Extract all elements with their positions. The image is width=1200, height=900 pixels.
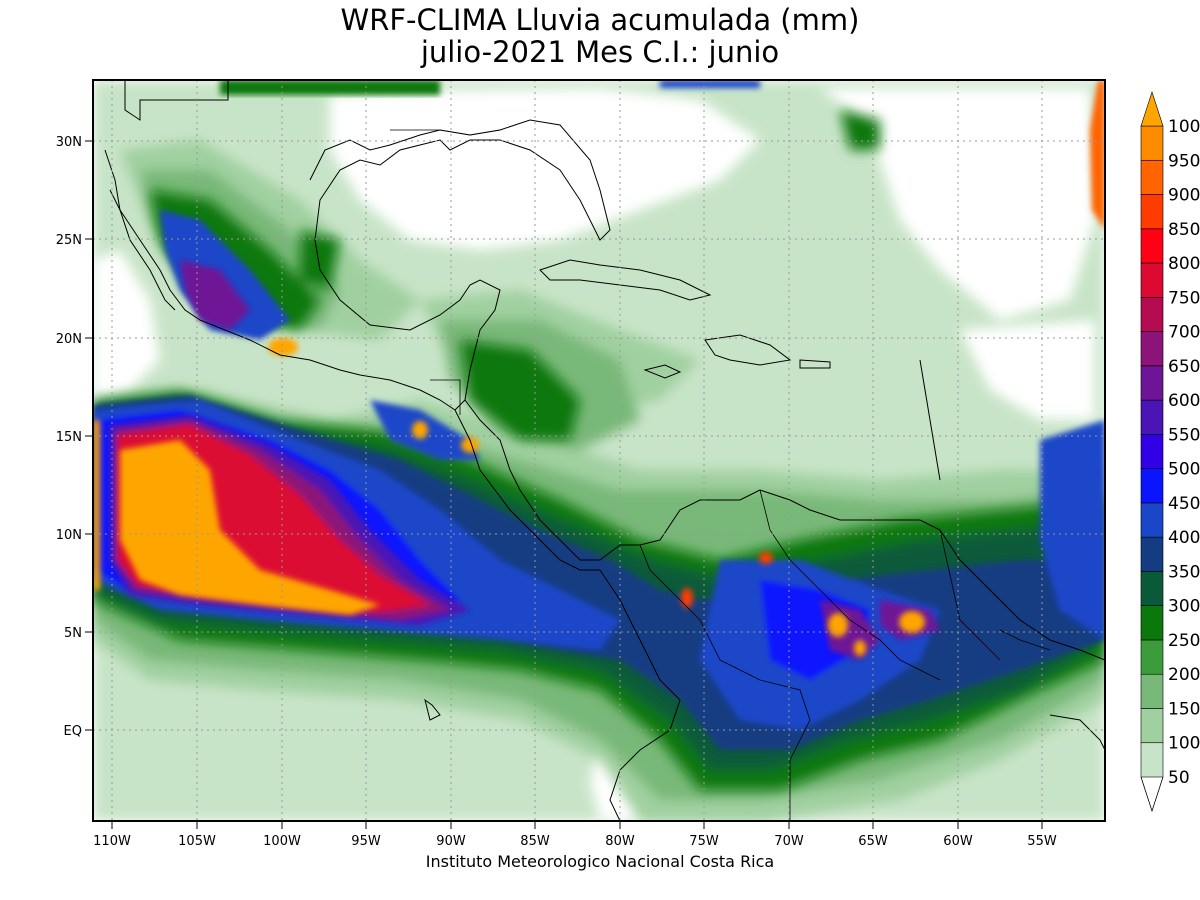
lat-tick-label: 25N xyxy=(56,233,82,248)
lon-axis: 110W 105W 100W 95W 90W 85W 80W 75W 70W 6… xyxy=(93,821,1057,849)
colorbar-label: 950 xyxy=(1168,151,1200,171)
colorbar-label: 750 xyxy=(1168,288,1200,308)
coastlines xyxy=(104,80,1105,821)
lon-tick-label: 95W xyxy=(351,834,381,849)
colorbar-label: 850 xyxy=(1168,220,1200,240)
colorbar-label: 200 xyxy=(1168,665,1200,685)
rain-north-band xyxy=(220,80,760,95)
lat-axis: 30N 25N 20N 15N 10N 5N EQ xyxy=(56,135,93,739)
colorbar-swatch xyxy=(1140,399,1164,435)
lat-tick-label: 30N xyxy=(56,135,82,150)
colorbar-label: 400 xyxy=(1168,528,1200,548)
colorbar-label: 900 xyxy=(1168,186,1200,206)
colorbar: 50 100 150 200 250 300 350 400 450 500 550 600 650 70… xyxy=(1140,91,1200,813)
colorbar-label: 450 xyxy=(1168,494,1200,514)
colorbar-swatch xyxy=(1140,125,1164,161)
lon-tick-label: 110W xyxy=(93,834,131,849)
colorbar-swatch xyxy=(1140,434,1164,469)
colorbar-label: 600 xyxy=(1168,391,1200,411)
colorbar-swatch xyxy=(1140,673,1164,709)
colorbar-label: 250 xyxy=(1168,631,1200,651)
map-frame xyxy=(92,79,1106,822)
colorbar-label: 150 xyxy=(1168,699,1200,719)
colorbar-swatch xyxy=(1140,297,1164,332)
colorbar-swatch xyxy=(1140,365,1164,401)
rain-field-1000 xyxy=(93,80,1105,656)
colorbar-swatch xyxy=(1140,605,1164,641)
lon-tick-label: 100W xyxy=(263,834,301,849)
colorbar-swatch xyxy=(1140,228,1164,264)
colorbar-label: 1000 xyxy=(1168,117,1200,137)
colorbar-swatch xyxy=(1140,571,1164,606)
colorbar-swatch xyxy=(1140,331,1164,367)
colorbar-swatch xyxy=(1140,262,1164,298)
colorbar-label: 650 xyxy=(1168,357,1200,377)
colorbar-swatch xyxy=(1140,502,1164,538)
map-grid xyxy=(93,80,1105,821)
colorbar-label: 800 xyxy=(1168,254,1200,274)
lat-tick-label: 20N xyxy=(56,332,82,347)
lon-tick-label: 60W xyxy=(943,834,973,849)
colorbar-swatch xyxy=(1140,91,1164,127)
colorbar-label: 300 xyxy=(1168,597,1200,617)
lat-tick-label: 10N xyxy=(56,528,82,543)
lon-tick-label: 75W xyxy=(689,834,719,849)
colorbar-label: 50 xyxy=(1168,768,1190,788)
lat-tick-label: EQ xyxy=(64,724,82,739)
credit-text: Instituto Meteorologico Nacional Costa R… xyxy=(425,852,775,871)
colorbar-lower-end xyxy=(1140,776,1164,813)
lon-tick-label: 80W xyxy=(605,834,635,849)
colorbar-label: 350 xyxy=(1168,562,1200,582)
colorbar-swatch xyxy=(1140,536,1164,572)
lon-tick-label: 70W xyxy=(774,834,804,849)
colorbar-label: 700 xyxy=(1168,323,1200,343)
map-area xyxy=(93,80,1105,821)
colorbar-swatch xyxy=(1140,159,1164,195)
colorbar-label: 100 xyxy=(1168,734,1200,754)
map-subtitle: julio-2021 Mes C.I.: junio xyxy=(420,35,780,69)
lon-tick-label: 85W xyxy=(520,834,550,849)
country-borders xyxy=(390,129,1051,821)
lat-tick-label: 15N xyxy=(56,430,82,445)
lon-tick-label: 55W xyxy=(1027,834,1057,849)
map-title: WRF-CLIMA Lluvia acumulada (mm) xyxy=(340,3,860,37)
lat-tick-label: 5N xyxy=(64,626,82,641)
lon-tick-label: 90W xyxy=(436,834,466,849)
colorbar-label: 550 xyxy=(1168,425,1200,445)
colorbar-swatch xyxy=(1140,194,1164,230)
colorbar-swatch xyxy=(1140,639,1164,675)
lon-tick-label: 105W xyxy=(178,834,216,849)
lon-tick-label: 65W xyxy=(858,834,888,849)
colorbar-swatch xyxy=(1140,708,1164,744)
colorbar-label: 500 xyxy=(1168,460,1200,480)
colorbar-swatch xyxy=(1140,468,1164,504)
colorbar-swatch xyxy=(1140,742,1164,778)
